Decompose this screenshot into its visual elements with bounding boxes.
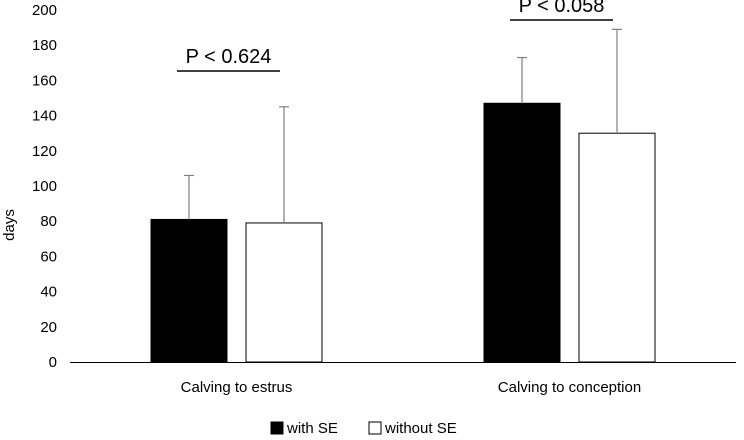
category-label: Calving to estrus — [181, 379, 293, 396]
y-tick-label: 100 — [32, 178, 57, 195]
significance-label: P < 0.058 — [519, 0, 605, 17]
y-tick-label: 120 — [32, 143, 57, 160]
y-tick-label: 180 — [32, 37, 57, 54]
y-axis-ticks: 0 20 40 60 80 100 120 140 160 180 200 — [32, 2, 57, 371]
y-tick-label: 140 — [32, 108, 57, 125]
category-labels: Calving to estrus Calving to conception — [181, 379, 642, 396]
legend-swatch — [270, 421, 284, 435]
legend-label: without SE — [384, 420, 457, 437]
y-tick-label: 40 — [40, 284, 57, 301]
y-axis-title: days — [1, 209, 18, 241]
bar-without-se — [245, 222, 323, 363]
y-tick-label: 20 — [40, 319, 57, 336]
y-tick-label: 0 — [49, 354, 57, 371]
legend: with SE without SE — [270, 420, 457, 437]
significance-annotations: P < 0.624 P < 0.058 — [177, 0, 613, 72]
y-tick-label: 80 — [40, 213, 57, 230]
bar-with-se — [483, 102, 561, 363]
significance-label: P < 0.624 — [186, 46, 272, 68]
error-bars — [184, 28, 622, 223]
bar-without-se — [578, 132, 656, 363]
bar-with-se — [150, 218, 228, 363]
legend-swatch — [368, 421, 382, 435]
legend-label: with SE — [286, 420, 338, 437]
y-tick-label: 200 — [32, 2, 57, 19]
category-label: Calving to conception — [498, 379, 641, 396]
bars — [150, 102, 656, 363]
y-tick-label: 160 — [32, 72, 57, 89]
y-tick-label: 60 — [40, 248, 57, 265]
